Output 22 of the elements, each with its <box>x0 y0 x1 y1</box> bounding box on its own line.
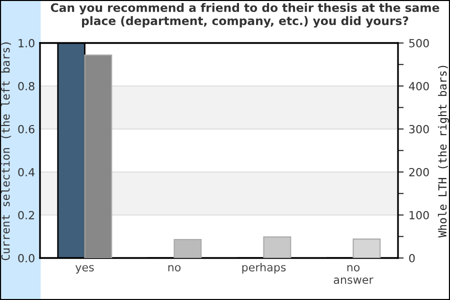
y-axis-title: Current selection (the left bars) <box>1 42 12 260</box>
x-tick-label: perhaps <box>242 262 286 274</box>
y2-tick-label: 500 <box>409 38 429 48</box>
chart-title: Can you recommend a friend to do their thesis at the same place (department, company, etc.) you did yours? <box>50 3 440 28</box>
y2-tick-label: 100 <box>410 210 429 220</box>
bar <box>263 236 292 258</box>
y-tick-label: 0.4 <box>18 168 35 176</box>
y2-axis-title: Whole LTH (the right bars) <box>438 66 449 238</box>
bar <box>174 238 202 258</box>
x-tick-label: no answer <box>334 265 374 284</box>
y-tick-label: 0.8 <box>18 82 34 90</box>
bar <box>352 238 381 258</box>
x-tick-label: no <box>168 265 181 272</box>
y-tick-label: 0.6 <box>18 124 34 134</box>
y-tick-label: 1.0 <box>18 38 34 48</box>
y2-tick-label: 200 <box>409 168 429 176</box>
y2-tick-label: 400 <box>408 82 429 90</box>
y2-tick-label: 300 <box>409 124 429 134</box>
y-tick-label: 0.2 <box>18 210 34 220</box>
x-tick-label: yes <box>75 265 94 274</box>
y2-tick-label: 0 <box>409 254 415 262</box>
y-tick-label: 0.0 <box>18 254 34 262</box>
